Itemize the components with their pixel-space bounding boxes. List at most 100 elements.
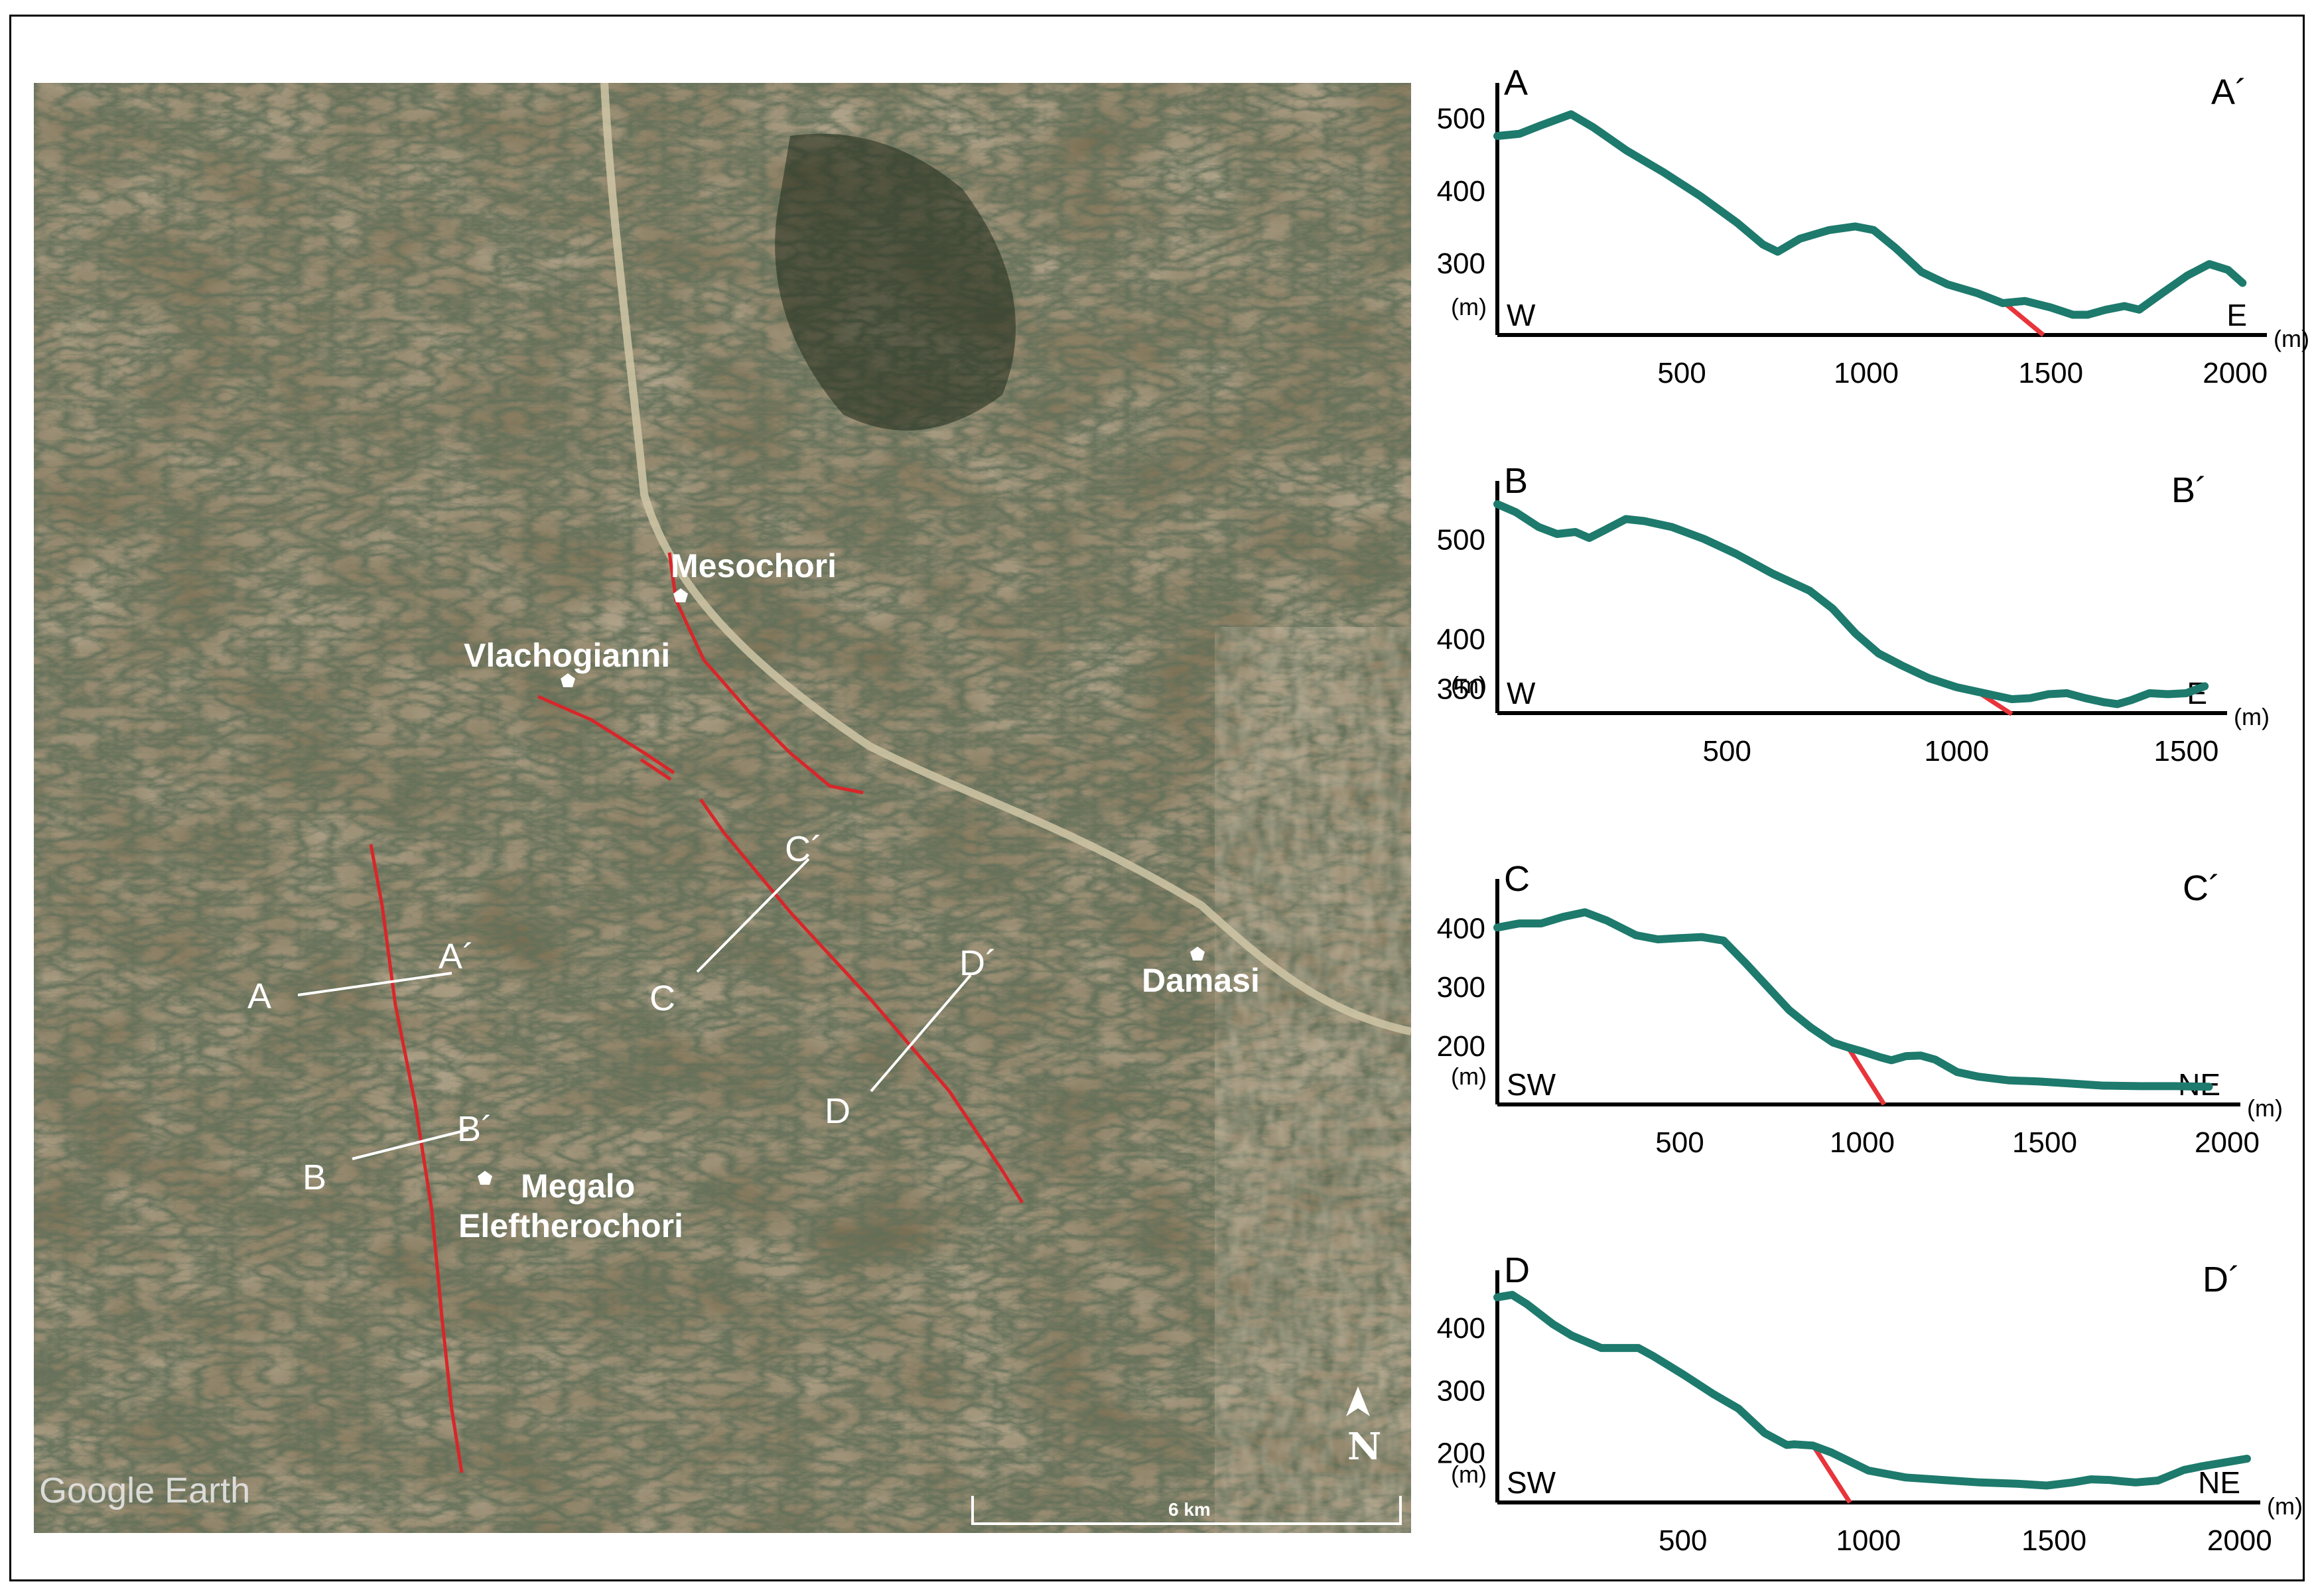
profile-end-label: C´ <box>2183 868 2220 908</box>
y-unit-label: (m) <box>1451 1063 1487 1090</box>
profile-start-label: C <box>1504 859 1530 899</box>
right-direction-label: E <box>2226 298 2247 332</box>
elevation-profile-line <box>1493 110 2247 319</box>
left-direction-label: SW <box>1507 1067 1556 1102</box>
y-tick-label: 300 <box>1437 1374 1485 1407</box>
place-label-eleftherochori: Eleftherochori <box>458 1207 683 1244</box>
profile-label-a: A <box>247 976 271 1016</box>
profile-end-label: D´ <box>2203 1260 2240 1299</box>
marker-mesochori <box>673 588 688 602</box>
profile-start-label: B <box>1504 461 1528 501</box>
scale-bar: 6 km <box>971 1496 1402 1525</box>
y-tick-label: 400 <box>1437 1312 1485 1345</box>
profile-panel-d: 200 300 400 500 1000 1500 2000 (m) (m) SW NE D D´ <box>1437 1250 2303 1557</box>
x-tick-label: 1000 <box>1830 1126 1895 1159</box>
x-unit-label: (m) <box>2247 1095 2283 1122</box>
x-tick-label: 2000 <box>2203 357 2268 389</box>
x-unit-label: (m) <box>2274 325 2309 352</box>
marker-damasi <box>1190 947 1205 961</box>
y-tick-label: 300 <box>1437 247 1485 280</box>
x-tick-label: 1000 <box>1924 735 1989 767</box>
topographic-profiles: 300 400 500 500 1000 1500 2000 (m) (m) W E A A´ 350 40… <box>1424 56 2309 1582</box>
map-labels: Mesochori Vlachogianni Damasi Megalo Ele… <box>39 547 1260 1510</box>
profile-trace-c <box>696 858 810 973</box>
y-tick-label: 400 <box>1437 624 1485 656</box>
profile-trace-d <box>870 974 972 1093</box>
y-tick-label: 200 <box>1437 1437 1485 1470</box>
x-tick-label: 1000 <box>1834 357 1899 389</box>
fault-mark <box>2005 302 2045 337</box>
elevation-profile-line <box>1493 908 2213 1091</box>
satellite-map[interactable]: Mesochori Vlachogianni Damasi Megalo Ele… <box>34 83 1411 1533</box>
right-direction-label: NE <box>2198 1465 2240 1500</box>
fault-mark <box>1810 1443 1852 1504</box>
profile-label-d: D <box>825 1091 851 1131</box>
y-unit-label: (m) <box>1451 671 1487 698</box>
x-tick-label: 500 <box>1657 357 1706 389</box>
y-tick-label: 400 <box>1437 175 1485 208</box>
place-label-mesochori: Mesochori <box>671 547 837 584</box>
eastern-plain <box>1215 627 1411 1533</box>
profile-trace-a <box>297 972 452 996</box>
left-direction-label: W <box>1507 298 1536 332</box>
north-arrow-icon <box>1346 1386 1370 1416</box>
place-label-megalo: Megalo <box>521 1167 635 1205</box>
x-tick-label: 500 <box>1655 1126 1704 1159</box>
x-tick-label: 1500 <box>2021 1524 2086 1557</box>
x-tick-label: 500 <box>1702 735 1751 767</box>
fault-line-cd <box>699 798 1024 1204</box>
y-unit-label: (m) <box>1451 1461 1487 1488</box>
place-label-vlachogianni: Vlachogianni <box>464 637 670 674</box>
profile-start-label: A <box>1504 63 1528 103</box>
fault-mark <box>1846 1045 1886 1106</box>
fault-line-vlachogianni <box>537 695 675 775</box>
x-tick-label: 2000 <box>2195 1126 2260 1159</box>
profile-label-c: C <box>649 978 675 1018</box>
profile-label-a-prime: A´ <box>439 937 474 976</box>
profile-start-label: D <box>1504 1250 1530 1290</box>
profile-label-c-prime: C´ <box>785 829 823 869</box>
marker-vlachogianni <box>561 673 575 687</box>
figure-frame: Mesochori Vlachogianni Damasi Megalo Ele… <box>9 15 2309 1582</box>
x-tick-label: 2000 <box>2207 1524 2272 1557</box>
place-markers <box>478 588 1205 1185</box>
y-tick-label: 200 <box>1437 1030 1485 1063</box>
elevation-profile-line <box>1493 1291 2251 1490</box>
north-arrow: N <box>1346 1386 1381 1469</box>
map-canvas: Mesochori Vlachogianni Damasi Megalo Ele… <box>34 83 1411 1533</box>
fault-line-segment <box>640 758 672 781</box>
y-tick-label: 300 <box>1437 971 1485 1004</box>
y-tick-label: 400 <box>1437 912 1485 945</box>
profile-trace-b <box>352 1128 469 1160</box>
profile-end-label: B´ <box>2171 470 2207 510</box>
left-direction-label: W <box>1507 676 1536 710</box>
profile-end-label: A´ <box>2211 72 2247 112</box>
north-label: N <box>1347 1425 1381 1469</box>
ridge-shading <box>34 83 1411 1533</box>
river-valley <box>600 83 1411 1035</box>
google-earth-watermark: Google Earth <box>39 1471 250 1510</box>
x-unit-label: (m) <box>2267 1493 2303 1520</box>
left-direction-label: SW <box>1507 1465 1556 1500</box>
x-tick-label: 1500 <box>2154 735 2219 767</box>
x-unit-label: (m) <box>2234 703 2270 730</box>
marker-megalo-eleftherochori <box>478 1171 492 1185</box>
dark-forest-area <box>775 133 1016 431</box>
elevation-profile-line <box>1493 500 2209 708</box>
scale-bar-label: 6 km <box>1168 1499 1211 1520</box>
profile-traces <box>297 858 972 1160</box>
profile-label-d-prime: D´ <box>959 943 997 983</box>
y-tick-label: 500 <box>1437 524 1485 557</box>
profile-label-b: B <box>303 1158 326 1197</box>
x-tick-label: 1500 <box>2012 1126 2077 1159</box>
x-tick-label: 1500 <box>2018 357 2083 389</box>
y-tick-label: 350 <box>1437 673 1485 706</box>
y-tick-label: 500 <box>1437 103 1485 135</box>
x-tick-label: 500 <box>1659 1524 1707 1557</box>
x-tick-label: 1000 <box>1836 1524 1901 1557</box>
place-label-damasi: Damasi <box>1142 962 1260 999</box>
